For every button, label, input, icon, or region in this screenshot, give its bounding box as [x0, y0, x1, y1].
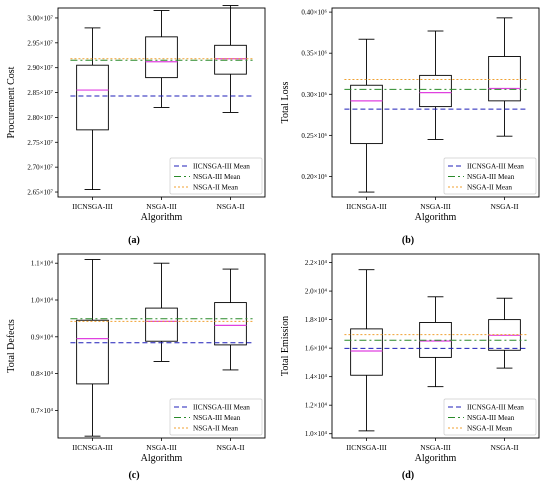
x-axis-title: Algorithm [141, 453, 183, 464]
x-tick-label: NSGA-II [491, 202, 519, 211]
panel-1 [329, 7, 540, 200]
panel-label: (d) [402, 470, 414, 481]
legend [443, 157, 537, 195]
box [214, 302, 247, 346]
y-tick-label: 3.00×10⁷ [27, 14, 53, 22]
y-tick-label: 1.6×10⁴ [305, 345, 328, 353]
legend-label: NSGA-III Mean [193, 173, 241, 181]
y-tick-label: 0.35×10⁶ [301, 50, 327, 58]
y-tick-label: 2.80×10⁷ [27, 114, 53, 122]
box [419, 74, 452, 108]
legend-label: NSGA-III Mean [193, 414, 241, 422]
box [145, 307, 178, 342]
x-tick-label: NSGA-III [146, 202, 177, 211]
y-tick-label: 2.75×10⁷ [27, 139, 53, 147]
panel-0 [55, 5, 266, 200]
y-tick-label: 0.8×10⁴ [31, 370, 54, 378]
y-tick-label: 2.0×10⁴ [305, 288, 328, 296]
legend-label: IICNSGA-III Mean [193, 404, 250, 412]
legend-label: NSGA-III Mean [467, 414, 515, 422]
y-tick-label: 2.70×10⁷ [27, 164, 53, 172]
x-tick-label: IICNSGA-III [346, 202, 387, 211]
x-tick-label: IICNSGA-III [346, 443, 387, 452]
x-tick-label: NSGA-II [491, 443, 519, 452]
legend-label: NSGA-II Mean [193, 425, 238, 433]
x-tick-label: IICNSGA-III [72, 202, 113, 211]
legend-label: IICNSGA-III Mean [467, 404, 524, 412]
x-tick-label: NSGA-III [420, 202, 451, 211]
legend [169, 157, 263, 195]
y-axis-title: Total Loss [280, 81, 291, 123]
legend-label: NSGA-II Mean [193, 184, 238, 192]
x-axis-title: Algorithm [141, 212, 183, 223]
y-tick-label: 2.95×10⁷ [27, 39, 53, 47]
x-tick-label: NSGA-III [146, 443, 177, 452]
y-tick-label: 1.0×10⁴ [31, 297, 54, 305]
y-tick-label: 1.8×10⁴ [305, 316, 328, 324]
box [76, 319, 109, 385]
legend [169, 398, 263, 436]
x-axis-title: Algorithm [415, 212, 457, 223]
y-tick-label: 0.9×10⁴ [31, 333, 54, 341]
x-tick-label: NSGA-III [420, 443, 451, 452]
legend [443, 398, 537, 436]
x-axis-title: Algorithm [415, 453, 457, 464]
y-tick-label: 1.0×10⁴ [305, 430, 328, 438]
y-tick-label: 1.4×10⁴ [305, 373, 328, 381]
y-tick-label: 2.85×10⁷ [27, 89, 53, 97]
box [488, 56, 521, 102]
y-tick-label: 0.7×10⁴ [31, 407, 54, 415]
panel-3 [329, 253, 540, 441]
y-tick-label: 1.1×10⁴ [31, 260, 54, 268]
panel-label: (b) [402, 235, 414, 246]
legend-label: IICNSGA-III Mean [467, 163, 524, 171]
y-tick-label: 0.25×10⁶ [301, 132, 327, 140]
box [76, 64, 109, 131]
x-tick-label: NSGA-II [217, 443, 245, 452]
legend-label: IICNSGA-III Mean [193, 163, 250, 171]
x-tick-label: IICNSGA-III [72, 443, 113, 452]
panel-2 [55, 253, 266, 441]
box [350, 84, 383, 145]
y-tick-label: 2.2×10⁴ [305, 259, 328, 267]
y-tick-label: 2.90×10⁷ [27, 64, 53, 72]
y-tick-label: 0.30×10⁶ [301, 91, 327, 99]
panel-label: (c) [128, 470, 139, 481]
y-axis-title: Total Emission [280, 316, 291, 376]
y-axis-title: Total Defects [6, 319, 17, 373]
y-axis-title: Procurement Cost [6, 66, 17, 138]
y-tick-label: 2.65×10⁷ [27, 189, 53, 197]
legend-label: NSGA-II Mean [467, 184, 512, 192]
y-tick-label: 1.2×10⁴ [305, 402, 328, 410]
legend-label: NSGA-III Mean [467, 173, 515, 181]
y-tick-label: 0.40×10⁶ [301, 9, 327, 17]
x-tick-label: NSGA-II [217, 202, 245, 211]
legend-label: NSGA-II Mean [467, 425, 512, 433]
panel-label: (a) [128, 235, 140, 246]
y-tick-label: 0.20×10⁶ [301, 173, 327, 181]
box [350, 328, 383, 376]
box [145, 36, 178, 79]
